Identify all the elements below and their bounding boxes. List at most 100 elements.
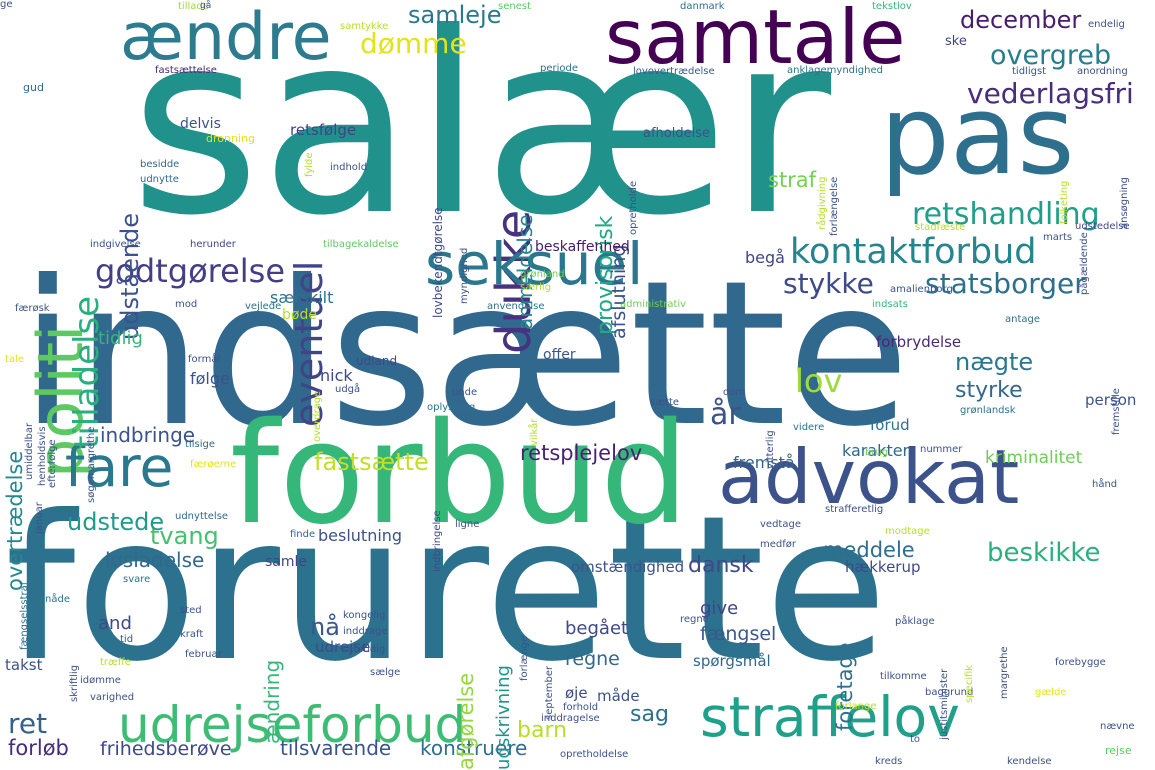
cloud-word: herunder bbox=[190, 239, 236, 250]
cloud-word: give bbox=[700, 598, 739, 619]
cloud-word: forbud bbox=[230, 393, 689, 556]
cloud-word: hånd bbox=[1092, 479, 1118, 490]
cloud-word: videre bbox=[793, 422, 825, 433]
cloud-word: december bbox=[960, 6, 1082, 34]
cloud-word: udstede bbox=[67, 508, 165, 536]
cloud-word: straf bbox=[768, 168, 817, 192]
cloud-word: ske bbox=[945, 34, 967, 49]
cloud-word: vitterlig bbox=[765, 430, 776, 469]
cloud-word: regne bbox=[565, 648, 620, 670]
cloud-word: måde bbox=[597, 687, 640, 705]
cloud-word: indbringe bbox=[100, 423, 196, 447]
cloud-word: anklagemyndighed bbox=[787, 65, 883, 76]
cloud-word: samtykke bbox=[340, 21, 389, 32]
cloud-word: udgå bbox=[335, 384, 361, 395]
cloud-word: vejlede bbox=[245, 301, 282, 312]
cloud-word: begå bbox=[745, 248, 785, 267]
cloud-word: sælge bbox=[370, 667, 401, 678]
cloud-word: udnytte bbox=[140, 174, 179, 185]
cloud-word: idømme bbox=[80, 675, 121, 686]
cloud-word: samle bbox=[265, 554, 308, 570]
cloud-word: vedtage bbox=[760, 519, 801, 530]
cloud-word: udnyttelse bbox=[175, 511, 229, 522]
cloud-word: nick bbox=[320, 366, 353, 385]
cloud-word: kraft bbox=[180, 629, 204, 640]
cloud-word: fastsætte bbox=[314, 448, 429, 476]
cloud-word: specifik bbox=[964, 664, 975, 703]
cloud-word: anvendelse bbox=[487, 301, 545, 312]
cloud-word: februar bbox=[185, 649, 222, 660]
cloud-word: seksuel bbox=[425, 230, 644, 298]
cloud-word: hækkerup bbox=[845, 558, 921, 576]
cloud-word: fastsættelse bbox=[155, 65, 217, 76]
cloud-word: nævne bbox=[1100, 721, 1135, 732]
cloud-word: delvis bbox=[180, 116, 221, 132]
cloud-word: lov bbox=[795, 362, 843, 400]
cloud-word: dom bbox=[723, 387, 746, 398]
cloud-word: forlange bbox=[835, 701, 877, 712]
cloud-word: advokat bbox=[718, 433, 1020, 521]
cloud-word: salær bbox=[130, 0, 832, 270]
cloud-word: folketing bbox=[1059, 180, 1070, 224]
cloud-word: fremstå bbox=[733, 453, 795, 472]
cloud-word: meddele bbox=[823, 538, 915, 562]
cloud-word: kreds bbox=[875, 756, 903, 767]
cloud-word: opretholde bbox=[628, 180, 639, 235]
cloud-word: skriftlig bbox=[69, 664, 80, 702]
cloud-word: formål bbox=[188, 354, 221, 365]
cloud-word: forud bbox=[870, 416, 910, 434]
cloud-word: tale bbox=[5, 354, 24, 365]
cloud-word: ligne bbox=[455, 519, 480, 530]
cloud-word: afgørelse bbox=[454, 672, 478, 770]
cloud-word: nå bbox=[310, 613, 340, 641]
cloud-word: fylde bbox=[304, 152, 315, 177]
cloud-word: sted bbox=[180, 605, 202, 616]
cloud-word: øje bbox=[565, 684, 588, 702]
cloud-word: opretholdelse bbox=[560, 749, 629, 760]
cloud-word: indgivelse bbox=[90, 239, 141, 250]
cloud-word: tilkomme bbox=[880, 671, 927, 682]
cloud-word: omstændighed bbox=[571, 558, 685, 576]
cloud-word: inddragelse bbox=[541, 713, 600, 724]
cloud-word: begået bbox=[565, 618, 629, 639]
cloud-word: fare bbox=[65, 435, 174, 499]
cloud-word: brug bbox=[865, 447, 889, 458]
cloud-word: indbringelse bbox=[432, 510, 443, 572]
cloud-word: indsats bbox=[872, 299, 908, 310]
cloud-word: pågældende bbox=[1079, 232, 1090, 295]
cloud-word: offer bbox=[543, 347, 576, 363]
cloud-word: tekstlov bbox=[872, 1, 912, 12]
cloud-word: styrke bbox=[955, 378, 1023, 403]
cloud-word: stykke bbox=[783, 267, 874, 300]
cloud-word: antage bbox=[1005, 314, 1041, 325]
cloud-word: bøde bbox=[282, 307, 317, 323]
cloud-word: vederlagsfri bbox=[967, 77, 1134, 110]
cloud-word: tilbagekaldelse bbox=[323, 239, 399, 250]
cloud-word: beskikke bbox=[987, 538, 1101, 568]
cloud-word: amalienborg bbox=[890, 284, 953, 295]
cloud-word: oplysning bbox=[427, 402, 476, 413]
cloud-word: forlængelse bbox=[829, 176, 840, 236]
cloud-word: grønland bbox=[520, 269, 565, 280]
cloud-word: to bbox=[910, 734, 921, 745]
cloud-word: mod bbox=[175, 299, 198, 310]
cloud-word: tillade bbox=[178, 1, 209, 12]
cloud-word: spørgsmål bbox=[693, 652, 771, 670]
cloud-word: besidde bbox=[140, 159, 180, 170]
cloud-word: umiddelbar bbox=[24, 422, 35, 480]
cloud-word: margrethe bbox=[999, 646, 1010, 699]
cloud-word: baggrund bbox=[925, 687, 974, 698]
cloud-word: rejse bbox=[1105, 744, 1132, 757]
cloud-word: kriminalitet bbox=[985, 448, 1083, 468]
cloud-word: periode bbox=[540, 63, 579, 74]
cloud-word: grønlandsk bbox=[960, 405, 1016, 416]
cloud-word: forhold bbox=[563, 702, 599, 713]
cloud-word: dronning bbox=[206, 132, 255, 145]
cloud-word: indhold bbox=[330, 162, 368, 173]
cloud-word: medfør bbox=[760, 539, 796, 550]
cloud-word: takst bbox=[5, 656, 43, 674]
cloud-word: nummer bbox=[920, 444, 963, 455]
cloud-word: svare bbox=[123, 574, 151, 585]
cloud-word: særskilt bbox=[270, 288, 334, 307]
